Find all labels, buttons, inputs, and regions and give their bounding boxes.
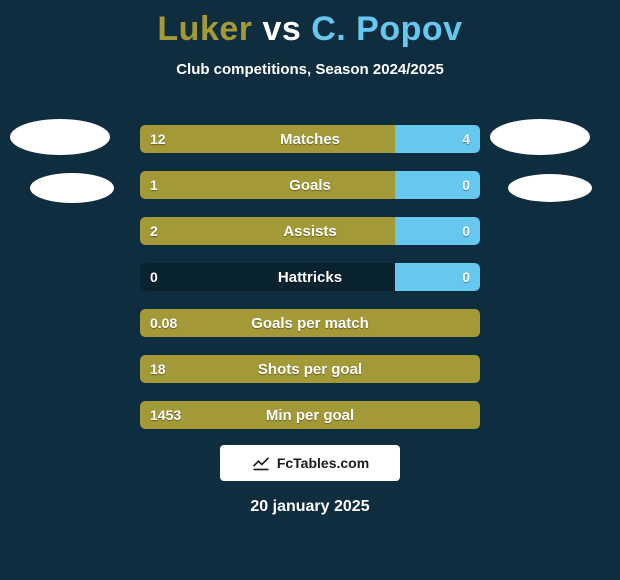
avatar-left-0 <box>10 119 110 155</box>
stat-row-matches: 124Matches <box>140 125 480 153</box>
stat-row-goals: 10Goals <box>140 171 480 199</box>
subtitle: Club competitions, Season 2024/2025 <box>0 61 620 78</box>
date-label: 20 january 2025 <box>0 498 620 516</box>
stat-row-assists: 20Assists <box>140 217 480 245</box>
title-player2: C. Popov <box>311 10 462 48</box>
stat-row-shots-per-goal: 18Shots per goal <box>140 355 480 383</box>
stat-label: Hattricks <box>140 263 480 291</box>
avatar-right-1 <box>508 174 592 202</box>
avatar-right-0 <box>490 119 590 155</box>
title-player1: Luker <box>157 10 252 48</box>
stat-label: Goals <box>140 171 480 199</box>
stat-label: Goals per match <box>140 309 480 337</box>
avatar-left-1 <box>30 173 114 203</box>
stat-label: Min per goal <box>140 401 480 429</box>
comparison-bars: 124Matches 10Goals 20Assists 00Hattricks 0.0… <box>140 125 480 447</box>
stat-row-hattricks: 00Hattricks <box>140 263 480 291</box>
stat-label: Assists <box>140 217 480 245</box>
chart-icon <box>251 452 271 475</box>
stat-row-min-per-goal: 1453Min per goal <box>140 401 480 429</box>
source-badge: FcTables.com <box>220 445 400 481</box>
page-title: Luker vs C. Popov <box>0 0 620 49</box>
stat-row-goals-per-match: 0.08Goals per match <box>140 309 480 337</box>
source-badge-text: FcTables.com <box>277 455 369 471</box>
stat-label: Shots per goal <box>140 355 480 383</box>
comparison-infographic: Luker vs C. Popov Club competitions, Sea… <box>0 0 620 580</box>
title-vs: vs <box>262 10 301 48</box>
stat-label: Matches <box>140 125 480 153</box>
